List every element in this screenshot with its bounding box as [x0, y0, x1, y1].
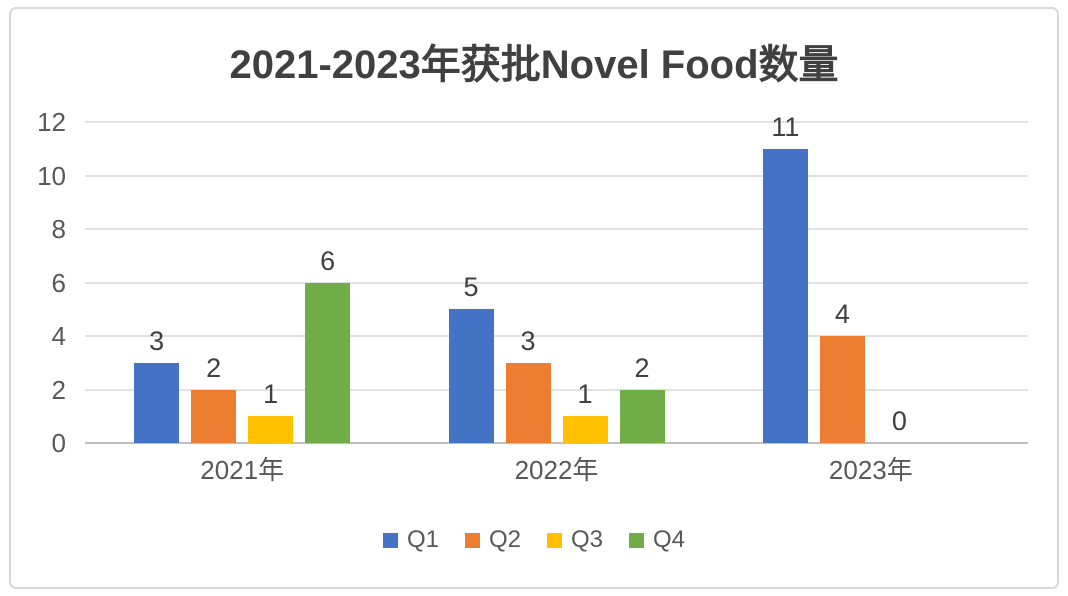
data-label-q4-2021年: 6: [320, 245, 336, 276]
y-tick-label-8: 8: [51, 214, 66, 244]
legend-swatch-q3: [547, 532, 562, 548]
gridline-y10: [85, 174, 1028, 177]
x-category-label-2: 2022年: [514, 455, 599, 485]
legend: Q1 Q2 Q3 Q4: [0, 526, 1068, 554]
bar-q1-2023年: [762, 148, 808, 443]
y-tick-label-6: 6: [51, 267, 66, 298]
bar-q1-2021年: [134, 362, 180, 443]
data-label-q4-2022年: 2: [634, 352, 650, 383]
gridline-y2: [85, 388, 1028, 391]
y-tick-label-4: 4: [51, 321, 66, 351]
bar-q4-2022年: [619, 389, 665, 443]
y-tick-label-0: 0: [51, 428, 66, 458]
legend-item-q1: Q1: [382, 526, 439, 554]
legend-label-q4: Q4: [653, 526, 686, 553]
legend-item-q3: Q3: [547, 526, 603, 554]
y-tick-label-2: 2: [51, 374, 66, 405]
bar-q3-2022年: [562, 416, 608, 443]
x-category-label-1: 2021年: [200, 455, 285, 485]
data-label-q2-2021年: 2: [206, 352, 222, 383]
legend-label-q2: Q2: [488, 526, 521, 553]
legend-swatch-q1: [382, 532, 398, 548]
x-category-label-3: 2023年: [828, 455, 913, 485]
gridline-y4: [85, 335, 1028, 337]
y-tick-label-12: 12: [37, 107, 66, 137]
legend-label-q3: Q3: [571, 526, 604, 553]
legend-item-q4: Q4: [629, 526, 685, 554]
legend-item-q2: Q2: [464, 526, 521, 554]
chart-title: 2021-2023年获批Novel Food数量: [229, 43, 839, 87]
gridline-y8: [85, 228, 1028, 230]
x-axis-line: [85, 442, 1028, 444]
legend-swatch-q4: [629, 532, 645, 548]
data-label-q1-2022年: 5: [463, 272, 479, 303]
bar-q3-2021年: [248, 416, 294, 443]
bar-q2-2023年: [819, 336, 865, 443]
gridline-y6: [85, 281, 1028, 284]
y-tick-label-10: 10: [37, 160, 66, 191]
data-label-q1-2021年: 3: [149, 325, 165, 356]
data-label-q2-2023年: 4: [834, 299, 850, 329]
data-label-q3-2023年: 0: [891, 406, 907, 436]
bar-q4-2021年: [305, 282, 351, 443]
bar-q2-2021年: [191, 389, 237, 443]
legend-label-q1: Q1: [406, 526, 439, 553]
data-label-q1-2023年: 11: [771, 111, 800, 142]
data-label-q2-2022年: 3: [520, 325, 536, 356]
bar-q1-2022年: [448, 309, 494, 443]
legend-swatch-q2: [464, 532, 480, 548]
data-label-q3-2021年: 1: [263, 379, 279, 410]
bar-q2-2022年: [505, 362, 551, 443]
chart-frame: [9, 7, 1059, 589]
gridline-y12: [85, 121, 1028, 123]
data-label-q3-2022年: 1: [577, 379, 593, 410]
